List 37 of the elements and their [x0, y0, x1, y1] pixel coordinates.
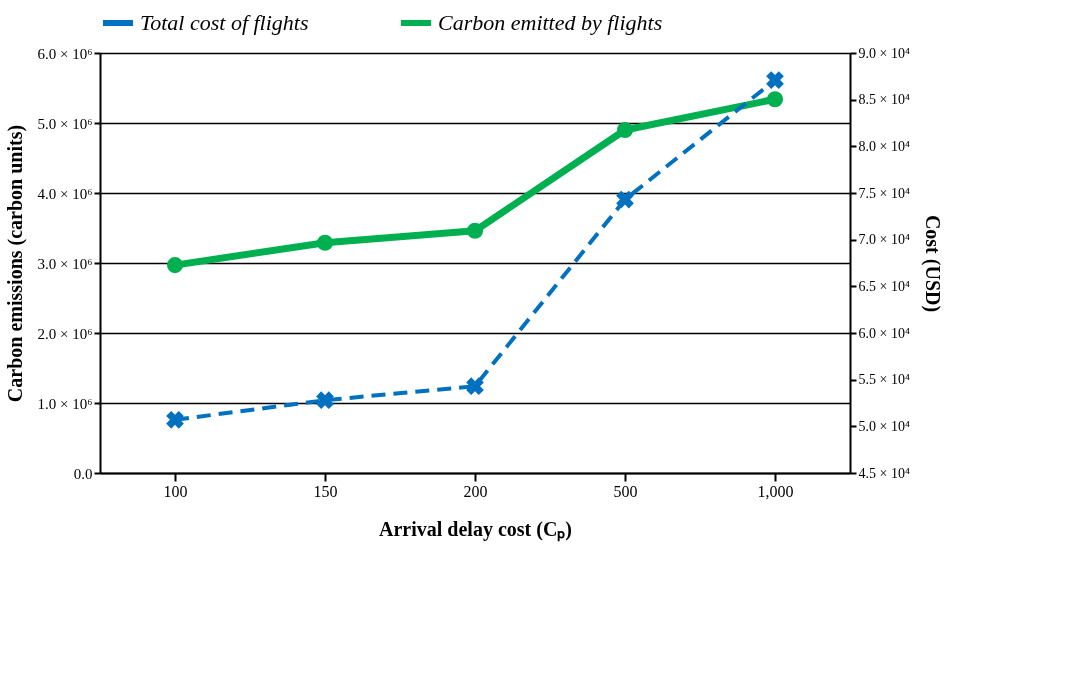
y2-tick-label: 7.5 × 10⁴	[858, 185, 910, 201]
y2-tick-label: 6.0 × 10⁴	[858, 325, 910, 341]
y2-axis-title: Cost (USD)	[920, 214, 944, 313]
x-axis-title: Arrival delay cost (Cₚ)	[379, 517, 572, 542]
y-tick-label: 5.0 × 10⁶	[37, 115, 93, 132]
point	[616, 121, 634, 139]
y2-tick-label: 8.0 × 10⁴	[858, 138, 910, 154]
point	[766, 91, 784, 108]
point	[316, 234, 334, 251]
y-axis-title: Carbon emissions (carbon units)	[3, 124, 27, 403]
point	[316, 391, 334, 410]
point	[766, 71, 784, 89]
y2-tick-label: 5.5 × 10⁴	[858, 372, 910, 388]
legend-label: Total cost of flights	[140, 10, 309, 35]
x-tick-label: 1,000	[757, 482, 794, 500]
y-tick-label: 1.0 × 10⁶	[37, 395, 93, 412]
y-tick-label: 2.0 × 10⁶	[37, 325, 93, 342]
point	[166, 257, 184, 274]
x-tick-label: 100	[163, 482, 188, 500]
y2-tick-label: 8.5 × 10⁴	[858, 92, 910, 108]
point	[616, 190, 634, 209]
point	[166, 410, 184, 429]
x-tick-label: 200	[463, 482, 488, 500]
y-tick-label: 6.0 × 10⁶	[37, 45, 93, 62]
y2-tick-label: 4.5 × 10⁴	[858, 465, 910, 481]
y2-tick-label: 5.0 × 10⁴	[858, 418, 910, 434]
point	[466, 222, 484, 239]
point	[466, 377, 484, 396]
y2-tick-label: 7.0 × 10⁴	[858, 232, 910, 248]
y2-tick-label: 6.5 × 10⁴	[858, 278, 910, 294]
x-tick-label: 150	[313, 482, 338, 500]
y2-tick-label: 9.0 × 10⁴	[858, 45, 910, 61]
y-tick-label: 0.0	[73, 465, 93, 482]
y-tick-label: 3.0 × 10⁶	[37, 255, 93, 272]
x-tick-label: 500	[613, 482, 638, 500]
legend-label: Carbon emitted by flights	[438, 10, 663, 35]
y-tick-label: 4.0 × 10⁶	[37, 185, 93, 202]
